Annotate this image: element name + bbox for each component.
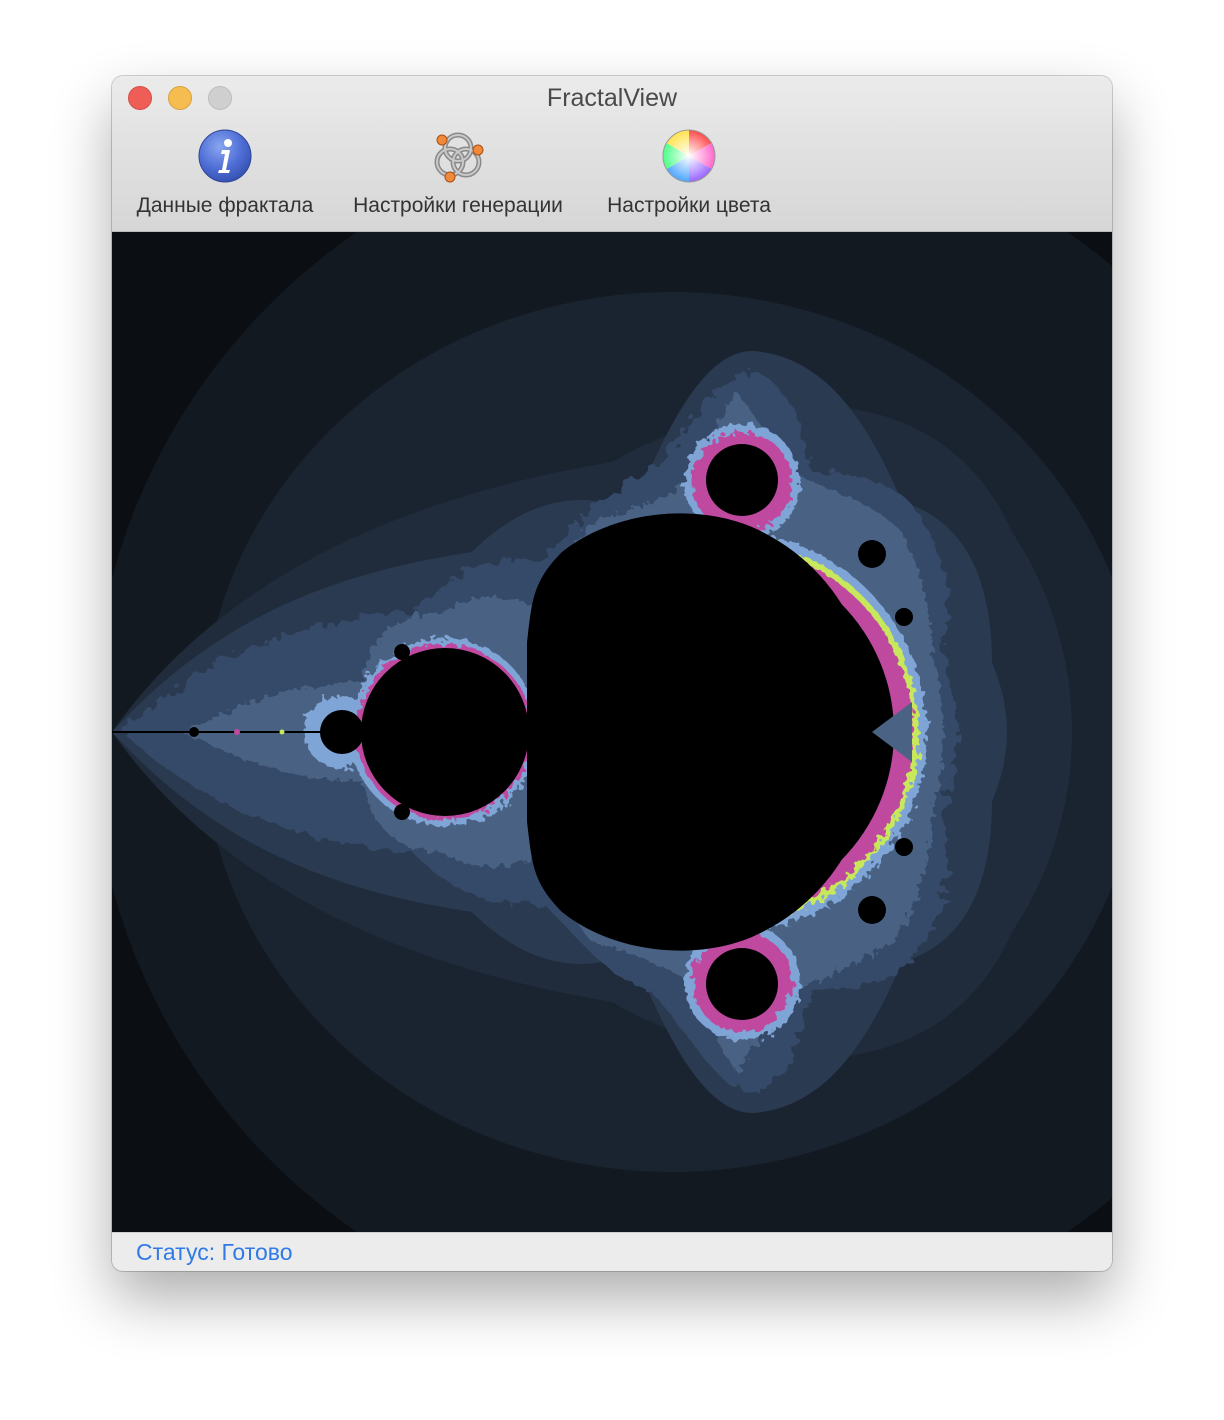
- fractal-canvas[interactable]: [112, 232, 1112, 1232]
- toolbar-fractal-data-label: Данные фрактала: [136, 194, 314, 217]
- app-window: FractalView Данные фрактала: [112, 76, 1112, 1271]
- mandelbrot-set: [112, 444, 913, 1020]
- close-button[interactable]: [128, 86, 152, 110]
- window-title: FractalView: [546, 84, 678, 112]
- toolbar-generation-settings-label: Настройки генерации: [353, 194, 563, 217]
- status-text: Статус: Готово: [136, 1239, 293, 1265]
- toolbar-fractal-data-button[interactable]: Данные фрактала: [126, 128, 324, 223]
- toolbar-color-settings-label: Настройки цвета: [607, 194, 771, 217]
- status-bar: Статус: Готово: [112, 1232, 1112, 1271]
- info-icon: [197, 128, 253, 184]
- toolbar-generation-settings-button[interactable]: Настройки генерации: [338, 128, 578, 223]
- titlebar: FractalView Данные фрактала: [112, 76, 1112, 232]
- toolbar-color-settings-button[interactable]: Настройки цвета: [596, 128, 782, 223]
- color-wheel-icon: [661, 128, 717, 184]
- generation-settings-icon: [430, 128, 486, 184]
- zoom-button[interactable]: [208, 86, 232, 110]
- fractal-image[interactable]: [112, 232, 1112, 1232]
- minimize-button[interactable]: [168, 86, 192, 110]
